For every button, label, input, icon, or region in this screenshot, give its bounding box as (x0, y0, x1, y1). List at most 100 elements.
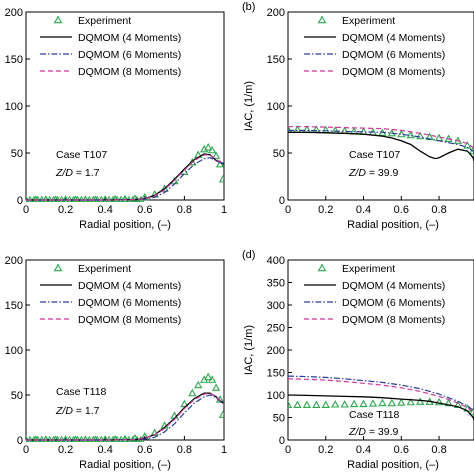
plot-area (288, 125, 474, 164)
experiment-marker (66, 435, 74, 442)
experiment-marker (331, 400, 340, 408)
y-tick-label: 150 (5, 300, 23, 312)
y-tick-label: 150 (267, 54, 285, 66)
chart-panel-4: 0 50 100 150 200 250 300 350 400 0 0.2 0.4 0.6 0.8 Rad… (242, 249, 474, 471)
experiment-marker (34, 195, 42, 202)
x-tick-label: 0.2 (318, 204, 333, 216)
x-tick-label: 0.4 (356, 444, 371, 456)
experiment-marker (211, 151, 221, 159)
legend-label: DQMOM (6 Moments) (78, 49, 181, 61)
chart-panel-2: 0 50 100 150 200 0 0.2 0.4 0.6 0.8 Radial position… (242, 1, 474, 231)
x-tick-label: 0.2 (58, 204, 73, 216)
experiment-marker (42, 195, 50, 202)
y-axis-label: IAC, (1/m) (243, 81, 255, 131)
experiment-marker (46, 435, 54, 442)
series-line-1 (288, 131, 474, 164)
case-annotation: Case T107 (349, 149, 400, 161)
x-tick-label: 1 (221, 444, 227, 456)
experiment-marker (54, 435, 62, 442)
panel-label: (d) (242, 249, 255, 261)
legend-label: DQMOM (4 Moments) (78, 280, 181, 292)
experiment-marker (444, 134, 453, 143)
experiment-marker (434, 397, 444, 406)
experiment-marker (42, 435, 50, 442)
experiment-marker (180, 399, 189, 408)
experiment-marker (425, 132, 434, 141)
experiment-marker (453, 400, 463, 409)
experiment-marker (340, 400, 349, 408)
series-line-2 (288, 375, 474, 413)
legend-label: Experiment (342, 15, 395, 27)
experiment-marker (368, 399, 378, 407)
x-tick-label: 0.6 (137, 204, 152, 216)
experiment-marker (188, 388, 197, 397)
y-tick-label: 200 (5, 255, 23, 267)
case-annotation: Z/D = 39.9 (348, 167, 398, 179)
y-tick-label: 300 (267, 300, 285, 312)
experiment-marker (85, 435, 93, 442)
experiment-marker (105, 195, 113, 202)
plot-area (288, 375, 474, 422)
experiment-marker (50, 195, 58, 202)
experiment-marker (109, 195, 117, 202)
case-annotation: Z/D = 39.9 (348, 426, 398, 438)
experiment-marker (26, 195, 30, 202)
experiment-marker (293, 400, 302, 409)
x-axis-label: Radial position, (–) (79, 219, 171, 231)
experiment-marker (26, 195, 34, 202)
experiment-marker (66, 195, 74, 202)
y-tick-label: 50 (273, 413, 285, 425)
legend-label: DQMOM (8 Moments) (78, 66, 181, 78)
legend: Experiment DQMOM (4 Moments) DQMOM (6 Mome… (304, 263, 445, 326)
experiment-marker (97, 435, 105, 442)
y-axis-label: IAC, (1/m) (243, 325, 255, 375)
experiment-marker (101, 195, 109, 202)
y-tick-label: 100 (267, 101, 285, 113)
case-annotation: Z/D = 1.7 (55, 167, 100, 179)
y-tick-label: 150 (5, 54, 23, 66)
experiment-marker (89, 435, 97, 442)
x-tick-label: 1 (221, 204, 227, 216)
experiment-marker (73, 195, 81, 202)
case-annotation: Case T118 (56, 386, 107, 398)
x-tick-label: 0.4 (98, 204, 113, 216)
experiment-marker (93, 195, 101, 202)
x-axis-label: Radial position, (–) (79, 459, 171, 471)
y-tick-label: 0 (279, 435, 285, 447)
x-tick-label: 0.8 (177, 204, 192, 216)
series-line-1 (288, 394, 474, 422)
y-tick-label: 50 (11, 390, 23, 402)
experiment-marker (194, 380, 203, 389)
legend-label: DQMOM (6 Moments) (78, 297, 181, 309)
experiment-marker (50, 435, 58, 442)
experiment-marker (58, 195, 66, 202)
experiment-marker (105, 435, 113, 442)
y-tick-label: 0 (17, 195, 23, 207)
legend-label: Experiment (342, 263, 395, 275)
experiment-marker (387, 398, 396, 407)
legend-label: DQMOM (4 Moments) (78, 32, 181, 44)
legend-marker (317, 263, 327, 272)
legend-label: DQMOM (8 Moments) (342, 314, 445, 326)
experiment-marker (312, 400, 321, 409)
y-tick-label: 350 (267, 278, 285, 290)
experiment-marker (97, 195, 105, 202)
experiment-marker (416, 397, 425, 405)
experiment-marker (150, 428, 159, 436)
experiment-marker (30, 435, 38, 442)
experiment-marker (71, 195, 80, 202)
x-tick-label: 0 (23, 204, 29, 216)
x-tick-label: 0.8 (431, 204, 446, 216)
experiment-marker (302, 400, 312, 409)
chart-panel-3: 0 50 100 150 200 0 0.2 0.4 0.6 0.8 1 Radial positio… (5, 255, 227, 471)
experiment-marker (70, 435, 78, 442)
legend-marker (317, 15, 327, 24)
legend: Experiment DQMOM (4 Moments) DQMOM (6 Mome… (40, 263, 181, 326)
y-tick-label: 400 (267, 255, 285, 267)
y-tick-label: 0 (17, 435, 23, 447)
experiment-marker (204, 143, 213, 151)
x-tick-label: 0.8 (431, 444, 446, 456)
experiment-marker (91, 435, 100, 442)
y-tick-label: 150 (267, 368, 285, 380)
